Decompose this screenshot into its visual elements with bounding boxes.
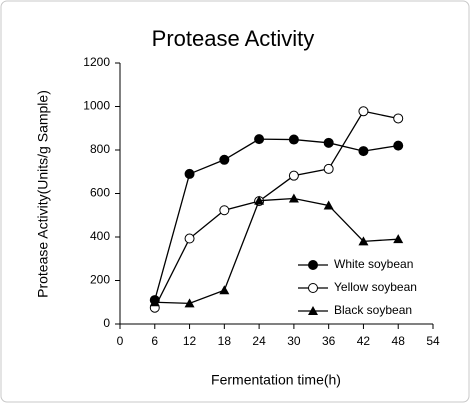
legend-marker — [308, 306, 318, 315]
marker — [393, 234, 404, 244]
marker — [219, 205, 230, 216]
marker — [393, 113, 404, 124]
marker — [323, 137, 334, 148]
series-line — [154, 197, 399, 304]
marker — [358, 236, 369, 246]
marker — [288, 170, 299, 181]
marker — [393, 140, 404, 151]
legend-label: Black soybean — [334, 303, 412, 317]
marker — [149, 297, 160, 307]
y-tick-label: 600 — [90, 186, 110, 200]
marker — [358, 106, 369, 117]
x-tick-label: 30 — [287, 334, 301, 348]
x-tick-label: 24 — [252, 334, 266, 348]
marker — [358, 146, 369, 157]
chart-title: Protease Activity — [152, 26, 315, 51]
marker — [254, 195, 265, 205]
marker — [184, 298, 195, 308]
marker — [254, 134, 265, 145]
y-tick-label: 400 — [90, 229, 110, 243]
legend: White soybean Yellow soybean Black soybean — [298, 257, 417, 317]
legend-marker — [308, 260, 318, 270]
marker — [288, 193, 299, 203]
legend-label: White soybean — [334, 257, 413, 271]
legend-label: Yellow soybean — [334, 280, 417, 294]
marker — [288, 134, 299, 145]
series-line — [154, 138, 399, 301]
marker — [184, 233, 195, 244]
marker — [184, 168, 195, 179]
y-tick-label: 200 — [90, 273, 110, 287]
legend-marker — [308, 283, 318, 293]
marker — [219, 285, 230, 295]
x-tick-label: 12 — [183, 334, 197, 348]
x-tick-label: 48 — [392, 334, 406, 348]
series-line — [154, 110, 399, 308]
y-tick-label: 0 — [103, 316, 110, 330]
y-tick-label: 1200 — [83, 55, 110, 69]
marker — [219, 154, 230, 165]
marker — [323, 163, 334, 174]
x-tick-label: 6 — [151, 334, 158, 348]
x-tick-label: 36 — [322, 334, 336, 348]
x-tick-label: 54 — [426, 334, 440, 348]
y-axis-label: Protease Activity(Units/g Sample) — [35, 90, 51, 298]
marker — [323, 200, 334, 210]
x-axis-label: Fermentation time(h) — [211, 372, 341, 388]
x-tick-label: 18 — [218, 334, 232, 348]
x-tick-label: 0 — [117, 334, 124, 348]
y-tick-label: 1000 — [83, 99, 110, 113]
y-tick-label: 800 — [90, 142, 110, 156]
x-tick-label: 42 — [357, 334, 371, 348]
